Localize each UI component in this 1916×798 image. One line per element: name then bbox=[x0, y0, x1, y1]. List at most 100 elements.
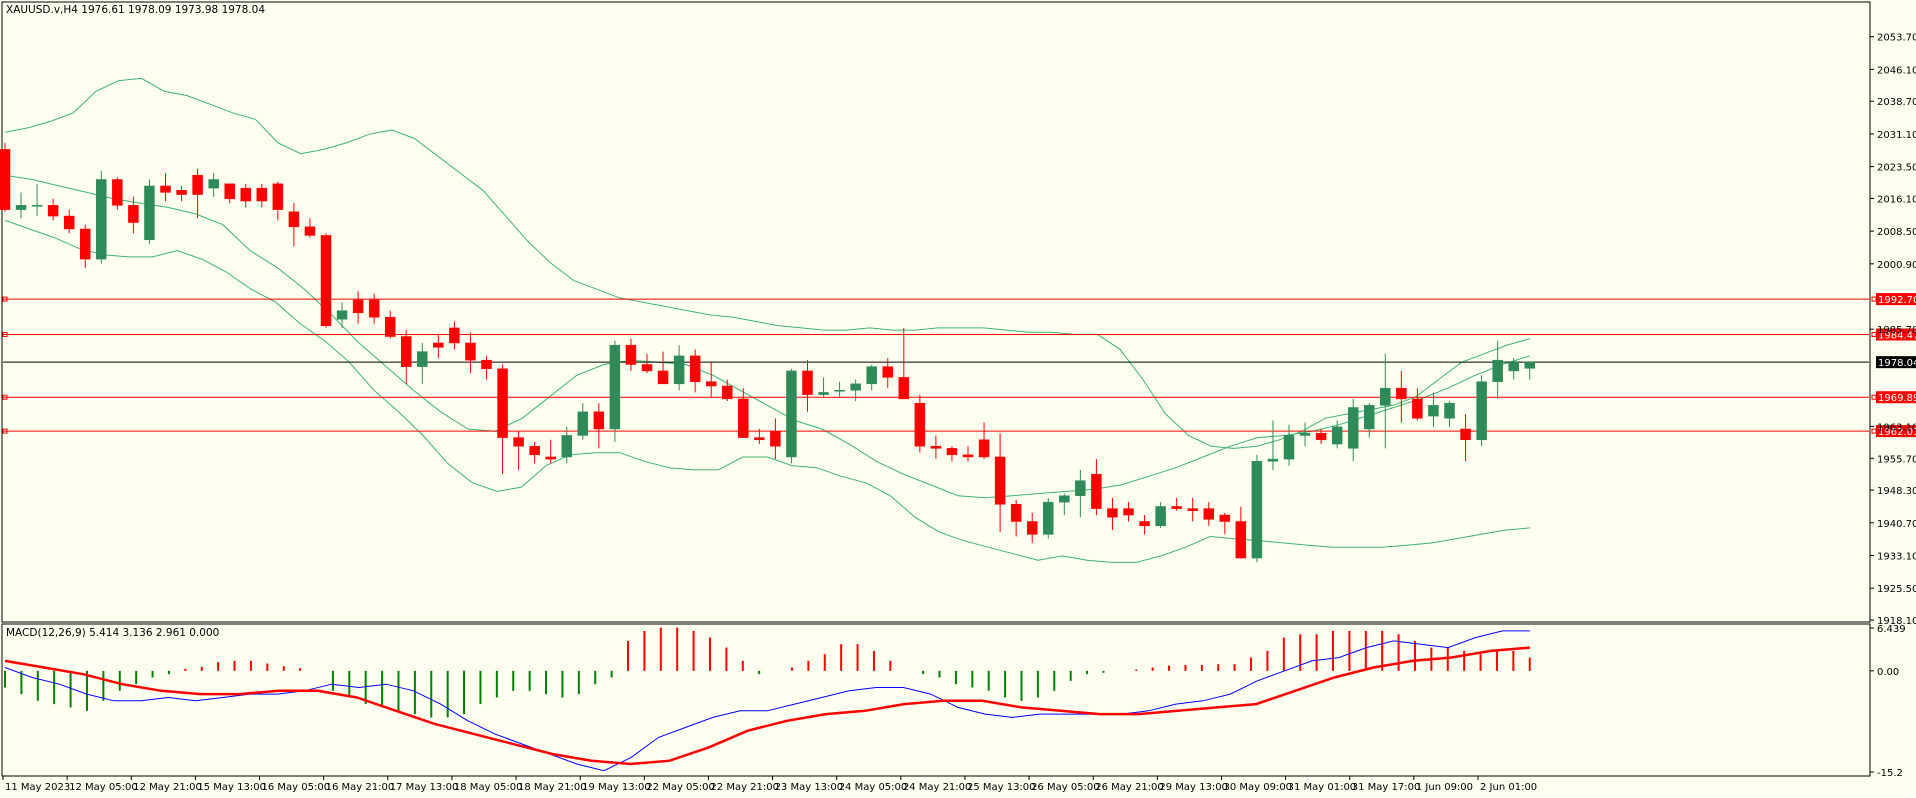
time-axis-label: 15 May 13:00 bbox=[197, 782, 266, 793]
time-axis-label: 22 May 05:00 bbox=[646, 782, 715, 793]
current-price-tag bbox=[1876, 356, 1916, 369]
candle-body bbox=[1347, 407, 1359, 449]
candle-body bbox=[63, 215, 75, 230]
time-axis-label: 24 May 05:00 bbox=[839, 782, 908, 793]
candle-body bbox=[128, 205, 139, 223]
candle-body bbox=[1123, 508, 1134, 516]
time-axis-label: 29 May 13:00 bbox=[1159, 782, 1228, 793]
candle-body bbox=[882, 366, 893, 378]
candle-body bbox=[1059, 495, 1070, 503]
candle-body bbox=[561, 435, 572, 458]
candle-body bbox=[1476, 381, 1487, 441]
price-axis-label: 2016.10 bbox=[1877, 194, 1916, 205]
price-level-tag bbox=[1876, 425, 1916, 438]
candle-body bbox=[272, 183, 284, 210]
time-axis-label: 26 May 05:00 bbox=[1031, 782, 1100, 793]
price-level-label: 1984.47 bbox=[1878, 330, 1916, 341]
time-axis-label: 1 Jun 09:00 bbox=[1416, 782, 1473, 793]
price-axis-label: 2008.50 bbox=[1877, 227, 1916, 238]
price-level-marker bbox=[2, 394, 8, 400]
candle-body bbox=[1026, 521, 1038, 535]
candle-body bbox=[304, 226, 316, 236]
time-axis-label: 19 May 13:00 bbox=[582, 782, 651, 793]
candle-body bbox=[465, 342, 476, 361]
candle-body bbox=[1380, 387, 1391, 406]
time-axis-label: 18 May 05:00 bbox=[454, 782, 523, 793]
candle-body bbox=[368, 299, 380, 318]
candle-body bbox=[609, 344, 621, 430]
price-level-label: 1969.89 bbox=[1878, 393, 1916, 404]
candle-body bbox=[288, 211, 300, 228]
candle-body bbox=[384, 316, 396, 337]
candle-body bbox=[320, 235, 332, 327]
price-axis-label: 1948.30 bbox=[1877, 486, 1916, 497]
bollinger-bands bbox=[4, 77, 1530, 563]
price-level-label: 1992.70 bbox=[1878, 295, 1916, 306]
macd-signal-line bbox=[4, 646, 1530, 766]
candle-body bbox=[1235, 521, 1247, 559]
macd-panel-title: MACD(12,26,9) 5.414 3.136 2.961 0.000 bbox=[6, 627, 219, 639]
candle-body bbox=[0, 149, 11, 210]
candle-body bbox=[192, 174, 203, 195]
price-axis-label: 1933.10 bbox=[1877, 551, 1916, 562]
candle-body bbox=[625, 344, 637, 365]
candle-body bbox=[1428, 405, 1439, 417]
price-axis-label: 2038.70 bbox=[1877, 97, 1916, 108]
candle-body bbox=[545, 456, 556, 460]
time-axis-label: 12 May 21:00 bbox=[133, 782, 202, 793]
time-axis-label: 2 Jun 01:00 bbox=[1480, 782, 1537, 793]
candle-body bbox=[1331, 426, 1343, 445]
candle-body bbox=[1508, 362, 1519, 372]
candle-body bbox=[224, 183, 235, 200]
candle-body bbox=[112, 179, 123, 206]
candle-body bbox=[689, 355, 701, 382]
candle-body bbox=[850, 383, 861, 391]
macd-axis-label: 0.00 bbox=[1877, 667, 1899, 678]
macd-axis-label: -15.2 bbox=[1877, 768, 1903, 779]
price-axis-label: 2053.70 bbox=[1877, 33, 1916, 44]
candle-body bbox=[208, 179, 219, 189]
candle-body bbox=[1460, 428, 1471, 441]
horizontal-price-lines bbox=[2, 296, 1877, 434]
candle-body bbox=[80, 228, 91, 260]
candle-body bbox=[513, 437, 524, 447]
candle-body bbox=[1219, 514, 1231, 522]
price-level-label: 1962.01 bbox=[1878, 427, 1916, 438]
price-level-marker bbox=[1871, 428, 1877, 434]
candle-body bbox=[657, 370, 669, 385]
candle-body bbox=[15, 205, 27, 210]
time-axis-label: 23 May 13:00 bbox=[775, 782, 844, 793]
time-axis-label: 16 May 21:00 bbox=[326, 782, 395, 793]
candle-body bbox=[914, 402, 926, 447]
candle-body bbox=[1075, 480, 1086, 496]
time-axis-label: 22 May 21:00 bbox=[710, 782, 779, 793]
price-axis-label: 1955.70 bbox=[1877, 454, 1916, 465]
candle-body bbox=[1412, 398, 1423, 419]
candle-body bbox=[641, 364, 653, 372]
price-axis: 1992.70 1984.47 1969.89 1962.01 1978.04 2053.… bbox=[1870, 33, 1916, 627]
candle-body bbox=[1315, 433, 1327, 441]
price-axis-label: 2023.50 bbox=[1877, 163, 1916, 174]
candle-body bbox=[31, 205, 43, 207]
candle-body bbox=[256, 187, 268, 202]
candle-body bbox=[1010, 504, 1022, 522]
price-level-marker bbox=[1871, 394, 1877, 400]
candle-body bbox=[978, 439, 990, 458]
time-axis-label: 25 May 13:00 bbox=[967, 782, 1036, 793]
candle-body bbox=[497, 368, 508, 438]
candle-body bbox=[994, 456, 1006, 505]
candle-body bbox=[946, 448, 958, 456]
price-level-tag bbox=[1876, 391, 1916, 404]
candle-body bbox=[352, 299, 364, 314]
price-level-marker bbox=[2, 296, 8, 302]
candle-body bbox=[336, 310, 348, 320]
candle-body bbox=[240, 187, 251, 202]
candle-body bbox=[722, 385, 733, 400]
candle-body bbox=[577, 411, 589, 436]
candle-body bbox=[529, 445, 540, 456]
bollinger-lower-line bbox=[4, 219, 1530, 563]
price-axis-label: 1940.70 bbox=[1877, 519, 1916, 530]
candle-body bbox=[481, 359, 492, 370]
candle-body bbox=[866, 366, 877, 385]
price-axis-label: 1963.10 bbox=[1877, 422, 1916, 433]
